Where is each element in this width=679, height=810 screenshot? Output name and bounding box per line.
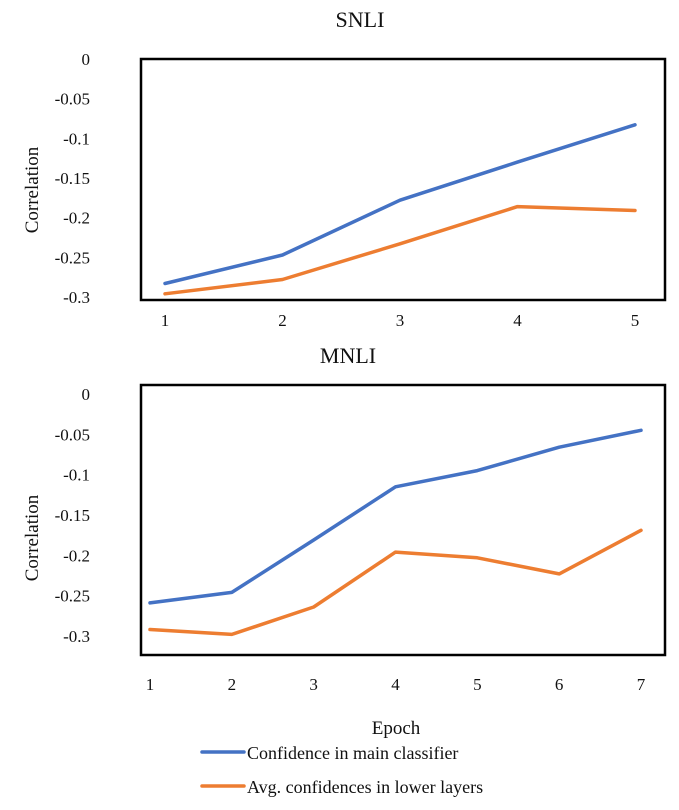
mnli-series bbox=[148, 428, 643, 637]
mnli-y-tick-label: 0 bbox=[82, 385, 91, 404]
legend-label-main-classifier: Confidence in main classifier bbox=[247, 743, 458, 763]
mnli-y-tick-label: -0.15 bbox=[55, 506, 90, 525]
snli-y-tick-label: -0.1 bbox=[63, 129, 90, 148]
legend-item-lower-layers: Avg. confidences in lower layers bbox=[200, 777, 483, 797]
snli-y-tick-label: -0.2 bbox=[63, 209, 90, 228]
snli-x-ticks: 1 2 3 4 5 bbox=[161, 311, 640, 330]
snli-y-tick-label: 0 bbox=[82, 50, 91, 69]
snli-series-line-lower-layers bbox=[163, 204, 637, 296]
mnli-y-axis-label: Correlation bbox=[22, 494, 43, 581]
mnli-panel: MNLI Correlation Epoch 0 -0.05 -0.1 -0.15 -0… bbox=[22, 343, 667, 739]
mnli-y-ticks: 0 -0.05 -0.1 -0.15 -0.2 -0.25 -0.3 bbox=[55, 385, 90, 646]
mnli-x-tick-label: 4 bbox=[391, 675, 400, 694]
snli-panel: SNLI Correlation 0 -0.05 -0.1 -0.15 -0.2 -0.2… bbox=[22, 7, 667, 330]
mnli-y-tick-label: -0.05 bbox=[55, 425, 90, 444]
mnli-y-tick-label: -0.25 bbox=[55, 587, 90, 606]
snli-x-tick-label: 1 bbox=[161, 311, 170, 330]
mnli-series-line-main-classifier bbox=[148, 428, 643, 605]
snli-y-ticks: 0 -0.05 -0.1 -0.15 -0.2 -0.25 -0.3 bbox=[55, 50, 90, 307]
snli-title: SNLI bbox=[336, 7, 385, 32]
snli-x-tick-label: 5 bbox=[631, 311, 640, 330]
mnli-series-line-lower-layers bbox=[148, 528, 643, 637]
mnli-y-tick-label: -0.2 bbox=[63, 546, 90, 565]
snli-plot-frame bbox=[139, 57, 667, 302]
legend-item-main-classifier: Confidence in main classifier bbox=[200, 743, 458, 763]
mnli-title: MNLI bbox=[320, 343, 376, 368]
snli-x-tick-label: 4 bbox=[513, 311, 522, 330]
snli-x-tick-label: 3 bbox=[396, 311, 405, 330]
mnli-y-tick-label: -0.1 bbox=[63, 466, 90, 485]
mnli-x-axis-label: Epoch bbox=[372, 718, 421, 739]
mnli-x-ticks: 1 2 3 4 5 6 7 bbox=[146, 675, 646, 694]
snli-series bbox=[163, 123, 637, 296]
mnli-x-tick-label: 2 bbox=[228, 675, 237, 694]
snli-series-line-main-classifier bbox=[163, 123, 637, 286]
mnli-x-tick-label: 6 bbox=[555, 675, 564, 694]
snli-y-axis-label: Correlation bbox=[22, 146, 43, 233]
legend-label-lower-layers: Avg. confidences in lower layers bbox=[247, 777, 483, 797]
snli-y-tick-label: -0.15 bbox=[55, 169, 90, 188]
mnli-x-tick-label: 3 bbox=[309, 675, 318, 694]
mnli-x-tick-label: 1 bbox=[146, 675, 155, 694]
snli-y-tick-label: -0.05 bbox=[55, 90, 90, 109]
mnli-x-tick-label: 5 bbox=[473, 675, 482, 694]
snli-y-tick-label: -0.25 bbox=[55, 248, 90, 267]
snli-x-tick-label: 2 bbox=[278, 311, 287, 330]
legend: Confidence in main classifier Avg. confi… bbox=[200, 743, 483, 797]
mnli-x-tick-label: 7 bbox=[637, 675, 646, 694]
mnli-plot-frame bbox=[139, 383, 667, 657]
mnli-y-tick-label: -0.3 bbox=[63, 627, 90, 646]
snli-y-tick-label: -0.3 bbox=[63, 288, 90, 307]
